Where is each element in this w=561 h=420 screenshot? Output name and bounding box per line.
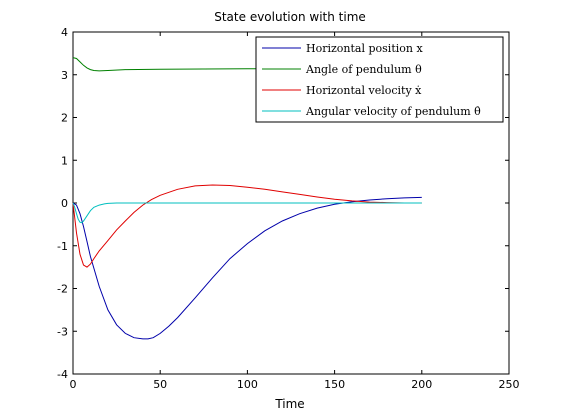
series-line-3 <box>72 184 422 268</box>
x-tick-label: 50 <box>153 378 167 391</box>
legend-label-4: Angular velocity of pendulum θ̇ <box>305 105 481 118</box>
series-line-4 <box>72 202 422 224</box>
y-axis: -4 -3 -2 -1 0 1 2 3 4 <box>57 26 509 381</box>
y-tick-label: 0 <box>61 197 68 210</box>
legend-box <box>255 36 504 123</box>
x-axis: 0 50 100 150 200 250 <box>70 32 520 391</box>
series-group <box>72 57 422 340</box>
x-tick-label: 100 <box>237 378 258 391</box>
y-tick-label: -2 <box>57 283 68 296</box>
y-tick-label: -1 <box>57 240 68 253</box>
legend: Horizontal position x Angle of pendulum θ… <box>255 36 504 123</box>
x-tick-label: 200 <box>411 378 432 391</box>
legend-label-2: Angle of pendulum θ <box>305 63 422 76</box>
legend-label-1: Horizontal position x <box>306 42 423 55</box>
y-tick-label: -4 <box>57 368 68 381</box>
y-tick-label: 1 <box>61 154 68 167</box>
y-tick-label: 2 <box>61 112 68 125</box>
y-tick-label: 4 <box>61 26 68 39</box>
x-axis-label: Time <box>274 397 304 411</box>
series-line-2 <box>72 57 422 72</box>
x-tick-label: 150 <box>324 378 345 391</box>
y-tick-label: -3 <box>57 325 68 338</box>
x-tick-label: 0 <box>70 378 77 391</box>
legend-label-3: Horizontal velocity ẋ <box>306 84 422 97</box>
x-tick-label: 250 <box>499 378 520 391</box>
chart-title: State evolution with time <box>214 10 366 24</box>
y-tick-label: 3 <box>61 69 68 82</box>
